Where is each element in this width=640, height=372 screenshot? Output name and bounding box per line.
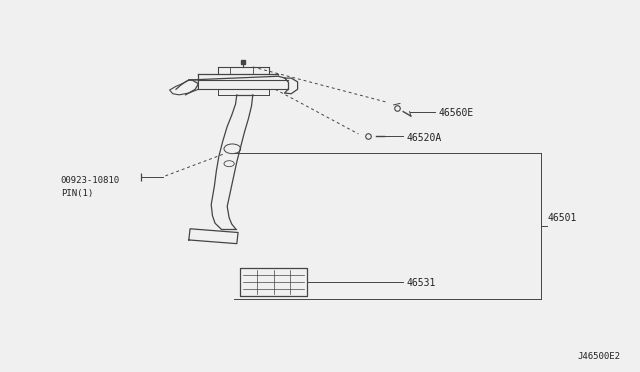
- Text: 46520A: 46520A: [406, 133, 442, 142]
- Text: 00923-10810: 00923-10810: [61, 176, 120, 185]
- Text: PIN(1): PIN(1): [61, 189, 93, 198]
- Text: 46531: 46531: [406, 278, 436, 288]
- Text: 46560E: 46560E: [438, 109, 474, 118]
- Text: 46501: 46501: [547, 213, 577, 222]
- Text: J46500E2: J46500E2: [578, 352, 621, 361]
- Bar: [240, 268, 307, 296]
